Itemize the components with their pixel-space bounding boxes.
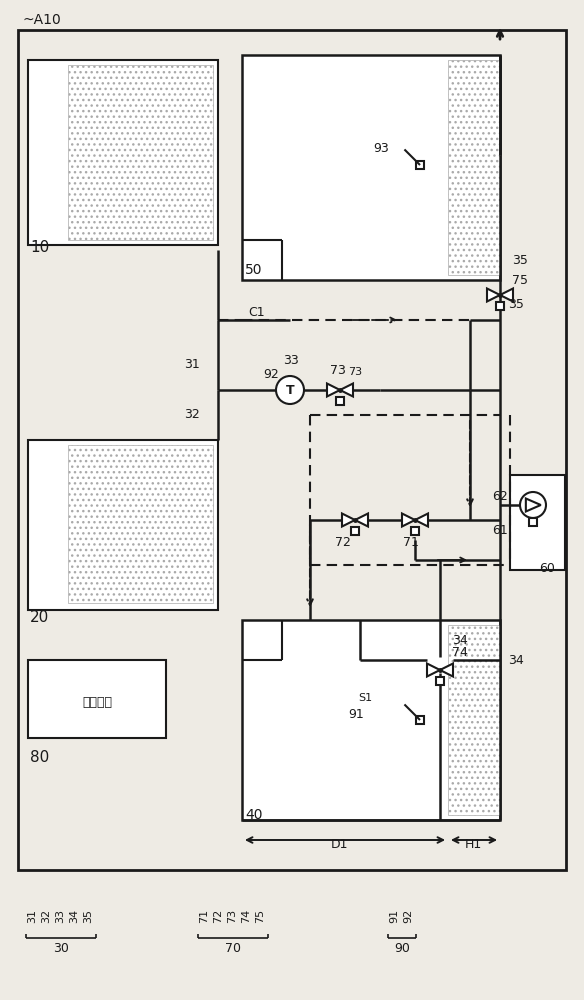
Text: 90: 90 — [394, 942, 410, 954]
Text: 74: 74 — [452, 646, 468, 658]
Text: 10: 10 — [30, 240, 49, 255]
Polygon shape — [427, 664, 440, 676]
Text: 71: 71 — [403, 536, 419, 548]
Text: 32: 32 — [41, 909, 51, 923]
Bar — [28, 660, 166, 738]
Text: 50: 50 — [245, 263, 262, 277]
Text: 75: 75 — [255, 909, 265, 923]
Bar — [68, 65, 213, 240]
Circle shape — [276, 376, 304, 404]
Text: 71: 71 — [199, 909, 209, 923]
Text: 75: 75 — [512, 273, 528, 286]
Text: 35: 35 — [508, 298, 524, 312]
Polygon shape — [440, 664, 453, 676]
Bar — [68, 445, 213, 603]
Text: 31: 31 — [184, 359, 200, 371]
Text: D1: D1 — [331, 838, 349, 852]
Text: 40: 40 — [245, 808, 262, 822]
Polygon shape — [526, 498, 541, 512]
Text: 61: 61 — [492, 524, 508, 536]
Circle shape — [520, 492, 546, 518]
Text: S1: S1 — [358, 693, 372, 703]
Text: 73: 73 — [227, 909, 237, 923]
Bar — [416, 161, 424, 169]
Text: 33: 33 — [283, 354, 299, 366]
Polygon shape — [355, 514, 368, 526]
Text: 73: 73 — [348, 367, 362, 377]
Text: T: T — [286, 383, 294, 396]
Bar — [411, 526, 419, 534]
Bar — [529, 518, 537, 526]
Text: 91: 91 — [348, 708, 364, 720]
Text: C1: C1 — [248, 306, 265, 320]
Bar — [436, 676, 444, 684]
Bar — [18, 30, 566, 870]
Text: 33: 33 — [55, 909, 65, 923]
Text: 60: 60 — [539, 562, 555, 574]
Text: 92: 92 — [263, 367, 279, 380]
Text: H1: H1 — [464, 838, 482, 852]
Text: ~A10: ~A10 — [22, 13, 61, 27]
Bar — [242, 55, 500, 280]
Text: 35: 35 — [512, 253, 528, 266]
Polygon shape — [327, 383, 340, 396]
Text: 20: 20 — [30, 610, 49, 626]
Polygon shape — [342, 514, 355, 526]
Text: 34: 34 — [508, 654, 524, 666]
Text: 32: 32 — [184, 408, 200, 422]
Text: 91: 91 — [389, 909, 399, 923]
Text: 92: 92 — [403, 909, 413, 923]
Text: 控制模块: 控制模块 — [82, 696, 112, 708]
Bar — [242, 620, 500, 820]
Polygon shape — [340, 383, 353, 396]
Text: 80: 80 — [30, 750, 49, 766]
Bar — [351, 526, 359, 534]
Bar — [510, 475, 565, 570]
Text: 35: 35 — [83, 909, 93, 923]
Text: 93: 93 — [373, 141, 389, 154]
Text: 34: 34 — [69, 909, 79, 923]
Text: 73: 73 — [330, 363, 346, 376]
Bar — [448, 625, 500, 815]
Polygon shape — [487, 288, 500, 302]
Polygon shape — [415, 514, 428, 526]
Text: 31: 31 — [27, 909, 37, 923]
Text: 72: 72 — [213, 909, 223, 923]
Polygon shape — [402, 514, 415, 526]
Text: 30: 30 — [53, 942, 69, 954]
Text: 74: 74 — [241, 909, 251, 923]
Bar — [28, 440, 218, 610]
Text: 62: 62 — [492, 490, 508, 504]
Bar — [448, 60, 500, 275]
Bar — [416, 716, 424, 724]
Text: 70: 70 — [225, 942, 241, 954]
Text: 72: 72 — [335, 536, 351, 548]
Text: 34: 34 — [452, 634, 468, 647]
Bar — [336, 396, 344, 404]
Bar — [496, 302, 504, 310]
Bar — [28, 60, 218, 245]
Polygon shape — [500, 288, 513, 302]
